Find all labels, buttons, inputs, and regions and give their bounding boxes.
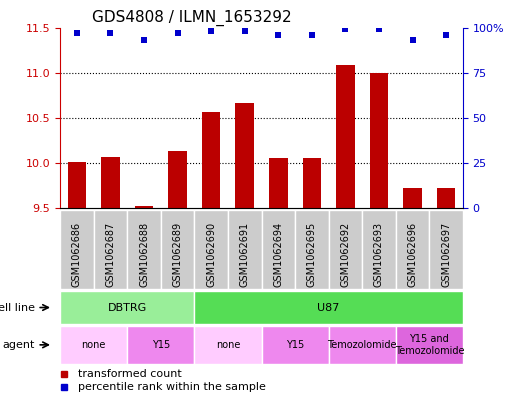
Bar: [195, 291, 463, 324]
Text: Y15 and
Temozolomide: Y15 and Temozolomide: [394, 334, 464, 356]
Point: [375, 26, 383, 33]
Text: GSM1062686: GSM1062686: [72, 222, 82, 287]
Bar: [262, 326, 328, 364]
Point: [341, 26, 349, 33]
Bar: [328, 210, 362, 289]
Text: GSM1062694: GSM1062694: [274, 222, 283, 287]
Bar: [195, 210, 228, 289]
Text: none: none: [82, 340, 106, 350]
Text: Y15: Y15: [152, 340, 170, 350]
Text: DBTRG: DBTRG: [108, 303, 147, 312]
Bar: [269, 158, 288, 208]
Bar: [60, 210, 94, 289]
Text: Y15: Y15: [286, 340, 304, 350]
Text: GSM1062690: GSM1062690: [206, 222, 216, 287]
Point: [73, 30, 81, 36]
Text: GSM1062687: GSM1062687: [106, 222, 116, 287]
Text: GSM1062693: GSM1062693: [374, 222, 384, 287]
Text: U87: U87: [317, 303, 340, 312]
Text: Temozolomide: Temozolomide: [327, 340, 397, 350]
Bar: [429, 210, 463, 289]
Bar: [127, 326, 195, 364]
Bar: [396, 326, 463, 364]
Bar: [161, 210, 195, 289]
Text: GSM1062696: GSM1062696: [407, 222, 417, 287]
Bar: [403, 188, 422, 208]
Text: GSM1062692: GSM1062692: [340, 222, 350, 287]
Bar: [60, 326, 127, 364]
Bar: [195, 326, 262, 364]
Bar: [94, 210, 127, 289]
Text: cell line: cell line: [0, 303, 35, 312]
Text: agent: agent: [3, 340, 35, 350]
Bar: [235, 103, 254, 208]
Point: [140, 37, 148, 43]
Bar: [127, 210, 161, 289]
Point: [174, 30, 182, 36]
Point: [106, 30, 115, 36]
Text: GSM1062688: GSM1062688: [139, 222, 149, 287]
Bar: [101, 157, 120, 208]
Point: [207, 28, 215, 34]
Text: GSM1062695: GSM1062695: [307, 222, 317, 287]
Text: none: none: [216, 340, 240, 350]
Bar: [396, 210, 429, 289]
Bar: [168, 151, 187, 208]
Bar: [328, 326, 396, 364]
Bar: [362, 210, 396, 289]
Bar: [202, 112, 220, 208]
Bar: [228, 210, 262, 289]
Text: GDS4808 / ILMN_1653292: GDS4808 / ILMN_1653292: [93, 10, 292, 26]
Bar: [295, 210, 328, 289]
Bar: [437, 187, 456, 208]
Point: [241, 28, 249, 34]
Text: percentile rank within the sample: percentile rank within the sample: [78, 382, 266, 393]
Point: [442, 31, 450, 38]
Bar: [262, 210, 295, 289]
Text: GSM1062691: GSM1062691: [240, 222, 249, 287]
Bar: [370, 73, 388, 208]
Bar: [60, 291, 195, 324]
Point: [274, 31, 282, 38]
Point: [408, 37, 417, 43]
Text: GSM1062697: GSM1062697: [441, 222, 451, 287]
Bar: [303, 158, 321, 208]
Point: [308, 31, 316, 38]
Bar: [67, 162, 86, 208]
Text: GSM1062689: GSM1062689: [173, 222, 183, 287]
Bar: [336, 66, 355, 208]
Bar: [135, 206, 153, 208]
Text: transformed count: transformed count: [78, 369, 182, 379]
